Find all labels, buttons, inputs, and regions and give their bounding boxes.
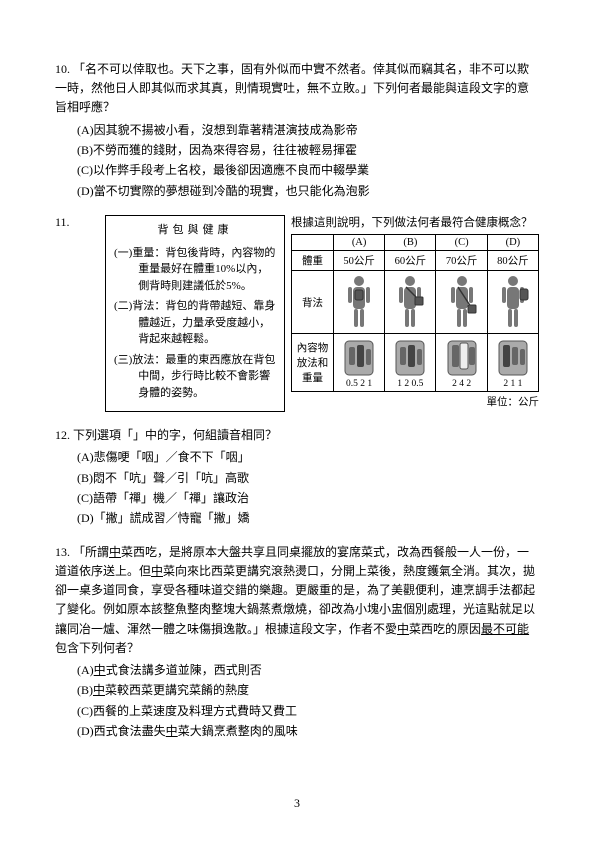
- q10-opt-a: (A)因其貌不揚被小看，沒想到靠著精湛演技成為影帝: [77, 120, 539, 140]
- q10-options: (A)因其貌不揚被小看，沒想到靠著精湛演技成為影帝 (B)不勞而獲的錢財，因為來…: [77, 120, 539, 202]
- q12-options: (A)悲傷哽「咽」／食不下「咽」 (B)悶不「吭」聲／引「吭」高歌 (C)語帶「…: [77, 447, 539, 529]
- question-13: 13. 「所謂中菜西吃，是將原本大盤共享且同桌擺放的宴席菜式，改為西餐般一人一份…: [55, 543, 539, 742]
- q11-table-area: 根據這則說明，下列做法何者最符合健康概念？ (A) (B) (C) (D) 體重…: [291, 215, 539, 409]
- q12-opt-b: (B)悶不「吭」聲／引「吭」高歌: [77, 468, 539, 488]
- question-10: 10. 「名不可以倖取也。天下之事，固有外似而中實不然者。倖其似而竊其名，非不可…: [55, 60, 539, 201]
- q11-bottle-a: 0.5 2 1: [336, 379, 382, 389]
- q13-opt-c: (C)西餐的上菜速度及料理方式費時又費工: [77, 701, 539, 721]
- q11-item3: (三)放法：最重的東西應放在背包中間，步行時比較不會影響身體的姿勢。: [114, 352, 276, 402]
- bag-contents-icon: [390, 337, 430, 379]
- q11-weight-d: 80公斤: [487, 251, 538, 271]
- q11-bag-a: 0.5 2 1: [333, 334, 384, 392]
- q11-bottle-c: 2 4 2: [438, 379, 484, 389]
- question-11: 11. 背包與健康 (一)重量：背包後背時，內容物的重量最好在體重10%以內，側…: [55, 215, 539, 412]
- q11-right-head: 根據這則說明，下列做法何者最符合健康概念？: [291, 215, 539, 232]
- q11-fig-a: [333, 271, 384, 334]
- q13-opt-d: (D)西式食法盡失中菜大鍋烹煮整肉的風味: [77, 721, 539, 741]
- q11-fig-d: [487, 271, 538, 334]
- q10-number: 10.: [55, 62, 70, 76]
- q11-col-d: (D): [487, 235, 538, 251]
- q10-opt-b: (B)不勞而獲的錢財，因為來得容易，往往被輕易揮霍: [77, 140, 539, 160]
- q11-fig-c: [436, 271, 487, 334]
- q11-col-a: (A): [333, 235, 384, 251]
- q13-options: (A)中式食法講多道並陳，西式則否 (B)中菜較西菜更講究菜餚的熱度 (C)西餐…: [77, 660, 539, 742]
- page-number: 3: [0, 796, 594, 811]
- q11-bag-b: 1 2 0.5: [385, 334, 436, 392]
- q11-col-c: (C): [436, 235, 487, 251]
- q11-item1: (一)重量：背包後背時，內容物的重量最好在體重10%以內，側背時則建議低於5%。: [114, 245, 276, 295]
- q11-bag-c: 2 4 2: [436, 334, 487, 392]
- question-12: 12. 下列選項「」中的字，何組讀音相同？ (A)悲傷哽「咽」／食不下「咽」 (…: [55, 426, 539, 529]
- q11-item2: (二)背法：背包的背帶越短、靠身體越近，力量承受度越小，背起來越輕鬆。: [114, 298, 276, 348]
- q12-text: 下列選項「」中的字，何組讀音相同？: [73, 428, 277, 442]
- q11-bottle-d: 2 1 1: [490, 379, 536, 389]
- bag-contents-icon: [493, 337, 533, 379]
- person-chestbag-icon: [494, 273, 532, 331]
- q11-info-box: 背包與健康 (一)重量：背包後背時，內容物的重量最好在體重10%以內，側背時則建…: [105, 215, 285, 412]
- q11-bottle-b: 1 2 0.5: [387, 379, 433, 389]
- bag-contents-icon: [442, 337, 482, 379]
- q13-number: 13.: [55, 545, 70, 559]
- q10-opt-d: (D)當不切實際的夢想碰到冷酷的現實，也只能化為泡影: [77, 181, 539, 201]
- q11-weight-b: 60公斤: [385, 251, 436, 271]
- q11-row-weight: 體重: [292, 251, 334, 271]
- person-backpack-icon: [340, 273, 378, 331]
- q13-opt-a: (A)中式食法講多道並陳，西式則否: [77, 660, 539, 680]
- q11-col-b: (B): [385, 235, 436, 251]
- q11-box-title: 背包與健康: [114, 222, 276, 239]
- bag-contents-icon: [339, 337, 379, 379]
- q12-opt-a: (A)悲傷哽「咽」／食不下「咽」: [77, 447, 539, 467]
- q11-unit: 單位：公斤: [291, 394, 539, 409]
- q11-bag-d: 2 1 1: [487, 334, 538, 392]
- q10-text: 「名不可以倖取也。天下之事，固有外似而中實不然者。倖其似而竊其名，非不可以欺一時…: [55, 62, 529, 114]
- q11-number: 11.: [55, 215, 99, 230]
- q12-number: 12.: [55, 428, 70, 442]
- q11-table: (A) (B) (C) (D) 體重 50公斤 60公斤 70公斤 80公斤 背…: [291, 234, 539, 392]
- q11-row-method: 背法: [292, 271, 334, 334]
- q11-weight-c: 70公斤: [436, 251, 487, 271]
- person-lowbag-icon: [443, 273, 481, 331]
- q11-fig-b: [385, 271, 436, 334]
- q11-weight-a: 50公斤: [333, 251, 384, 271]
- q13-text: 「所謂中菜西吃，是將原本大盤共享且同桌擺放的宴席菜式，改為西餐般一人一份，一道道…: [55, 545, 535, 655]
- person-sidebag-icon: [391, 273, 429, 331]
- q11-row-place: 內容物放法和重量: [292, 334, 334, 392]
- q13-opt-b: (B)中菜較西菜更講究菜餚的熱度: [77, 680, 539, 700]
- q12-opt-d: (D)「撇」謊成習／恃寵「撇」嬌: [77, 508, 539, 528]
- q12-opt-c: (C)語帶「禪」機／「禪」讓政治: [77, 488, 539, 508]
- q10-opt-c: (C)以作弊手段考上名校，最後卻因適應不良而中輟學業: [77, 160, 539, 180]
